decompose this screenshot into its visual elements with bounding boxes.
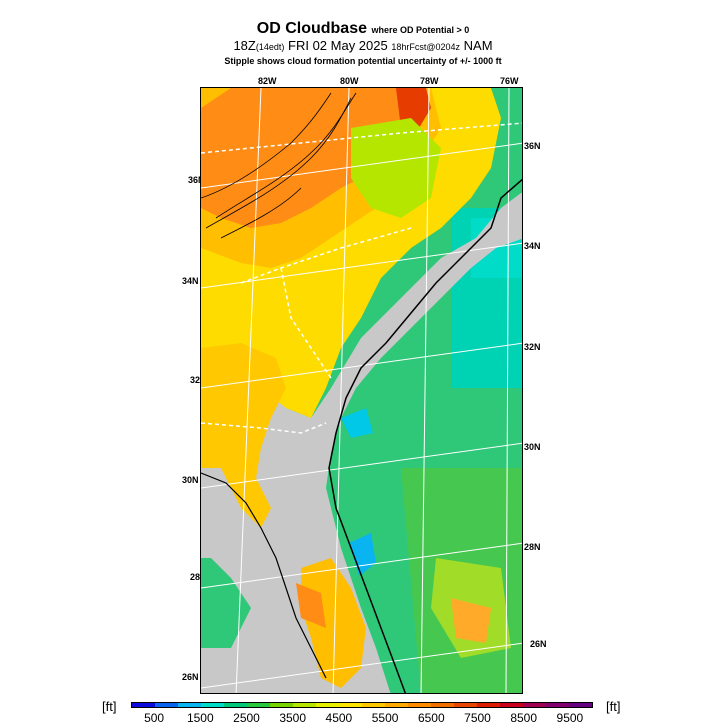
lon-label-80w: 80W (340, 76, 359, 86)
lat-label-right-26n: 26N (530, 639, 547, 649)
colorbar-tick-label: 2500 (233, 711, 260, 725)
state-borders (201, 122, 522, 434)
colorbar-swatch (339, 703, 362, 707)
ocean-orange-patch (451, 598, 491, 643)
colorbar-swatch (270, 703, 293, 707)
lon-label-82w: 82W (258, 76, 277, 86)
colorbar-tick-label: 5500 (371, 711, 399, 725)
forecast-info: 18hrFcst@0204z (391, 42, 461, 52)
title-qualifier: where OD Potential > 0 (371, 25, 470, 35)
valid-time: 18Z (233, 38, 256, 53)
coastline (328, 178, 522, 693)
ocean-blue-spot (341, 408, 373, 438)
local-time: (14edt) (255, 42, 285, 52)
gulf-coast-band (201, 343, 286, 528)
colorbar-swatch (155, 703, 178, 707)
colorbar-tick-label: 7500 (464, 711, 491, 725)
colorbar-tick-label: 8500 (510, 711, 538, 725)
lat-label-left-34n: 34N (182, 276, 199, 286)
colorbar-swatch (316, 703, 339, 707)
colorbar-unit-right: [ft] (606, 699, 621, 714)
lat-label-right-36n: 36N (524, 141, 541, 151)
colorbar-swatch (178, 703, 201, 707)
lat-label-right-34n: 34N (524, 241, 541, 251)
lat-label-left-36n: 36N (188, 175, 205, 185)
land-field-lime (351, 118, 441, 218)
colorbar-swatch (454, 703, 477, 707)
florida-orange-spot (296, 583, 326, 628)
colorbar-tick-label: 4500 (325, 711, 353, 725)
colorbar-swatch (247, 703, 270, 707)
lat-label-right-32n: 32N (524, 342, 541, 352)
lat-label-right-28n: 28N (524, 542, 541, 552)
lat-label-left-30n: 30N (182, 475, 199, 485)
colorbar-swatch (201, 703, 224, 707)
colorbar-tick-label: 1500 (186, 711, 214, 725)
colorbar-tick-label: 6500 (417, 711, 445, 725)
colorbar-unit-left: [ft] (102, 699, 117, 714)
colorbar-swatch (293, 703, 316, 707)
colorbar-tick-label: 500 (144, 711, 165, 725)
colorbar-swatch (546, 703, 569, 707)
colorbar-tick-label: 9500 (556, 711, 584, 725)
colorbar-swatch (132, 703, 155, 707)
lon-label-78w: 78W (420, 76, 439, 86)
lat-label-left-28n: 28N (190, 572, 207, 582)
lat-label-left-26n: 26N (182, 672, 199, 682)
colorbar-swatch (477, 703, 500, 707)
colorbar-swatch (408, 703, 431, 707)
colorbar-swatch (431, 703, 454, 707)
florida-blue-spot (349, 533, 376, 576)
valid-time-line: 18Z(14edt) FRI 02 May 2025 18hrFcst@0204… (0, 38, 726, 53)
lat-label-right-30n: 30N (524, 442, 541, 452)
gulf-coastline (201, 472, 327, 679)
model-name: NAM (463, 38, 493, 53)
colorbar-swatch (224, 703, 247, 707)
graticule (201, 88, 522, 693)
colorbar-swatch (362, 703, 385, 707)
title-main: OD Cloudbase (256, 20, 367, 37)
terrain-contours (201, 92, 357, 239)
florida-peninsula-band (301, 558, 366, 688)
subtitle: Stipple shows cloud formation potential … (224, 56, 502, 66)
valid-date: FRI 02 May 2025 (288, 38, 388, 53)
colorbar-swatch (385, 703, 408, 707)
colorbar-swatch (569, 703, 592, 707)
land-field-orange (201, 88, 416, 228)
colorbar-swatch (523, 703, 546, 707)
chart-title: OD Cloudbase where OD Potential > 0 (0, 20, 726, 38)
cloudbase-map (200, 87, 523, 694)
lon-label-76w: 76W (500, 76, 519, 86)
colorbar (131, 702, 593, 708)
colorbar-tick-label: 3500 (279, 711, 307, 725)
lat-label-left-32n: 32N (190, 375, 207, 385)
no-data-region (201, 193, 522, 693)
colorbar-swatch (500, 703, 523, 707)
